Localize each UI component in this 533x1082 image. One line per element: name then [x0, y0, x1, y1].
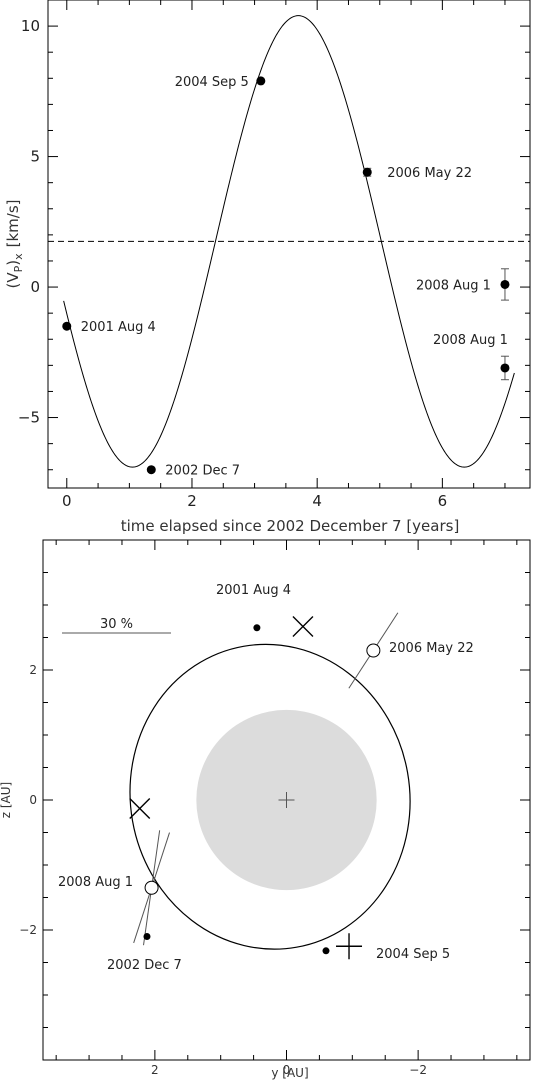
y-label-unit: [km/s] [4, 199, 22, 247]
observation-label: 2008 Aug 1 [58, 875, 133, 890]
x-tick-label: 6 [438, 492, 448, 510]
x-tick-label: 4 [312, 492, 322, 510]
star-center-plus [278, 792, 295, 808]
y-tick-label: 2 [29, 663, 37, 677]
data-point-label: 2001 Aug 4 [81, 320, 156, 335]
observation-label: 2001 Aug 4 [216, 583, 291, 598]
velocity-panel: 0 2 4 6 −5 0 5 10 2001 Aug 4 2002 Dec 7 2004 Sep … [4, 0, 531, 535]
x-tick-label: 2 [151, 1063, 159, 1077]
orbit-y-axis-label: z [AU] [0, 782, 13, 818]
y-tick-label: −5 [18, 409, 40, 427]
y-tick-label: 0 [29, 793, 37, 807]
y-tick-label: 10 [21, 17, 40, 35]
velocity-x-axis-label: time elapsed since 2002 December 7 [year… [121, 517, 460, 535]
cross-marker [129, 797, 151, 819]
observation-dot [322, 947, 330, 955]
data-point-label: 2008 Aug 1 [416, 278, 491, 293]
observation-dot [143, 933, 151, 940]
y-tick-label: 0 [30, 278, 40, 296]
open-circle [366, 643, 381, 658]
orbit-ellipse [129, 643, 411, 950]
data-point-label: 2004 Sep 5 [175, 75, 249, 90]
orbit-x-axis-label: y [AU] [271, 1066, 308, 1080]
y-label-sub-p: P [12, 265, 25, 272]
x-tick-label: −2 [409, 1063, 427, 1077]
data-point [256, 76, 266, 86]
data-point-label: 2002 Dec 7 [165, 464, 240, 479]
y-tick-label: 5 [30, 148, 40, 166]
observation-label: 2004 Sep 5 [376, 947, 450, 962]
velocity-ticks: 0 2 4 6 −5 0 5 10 [18, 0, 530, 510]
velocity-plot-frame [47, 0, 531, 489]
data-point [62, 321, 72, 331]
data-point-label: 2008 Aug 1 [433, 333, 508, 348]
open-circle [144, 880, 159, 895]
y-label-sub-x: x [12, 253, 25, 260]
velocity-y-axis-label: (VP)x [km/s] [4, 199, 25, 288]
orbit-ticks: 2 0 −2 −2 0 2 [19, 540, 530, 1077]
data-point [362, 167, 372, 177]
observation-dot [253, 624, 261, 632]
x-tick-label: 0 [283, 1063, 291, 1077]
data-point [500, 363, 510, 373]
observation-label: 2002 Dec 7 [107, 958, 182, 973]
orbit-markers: 2001 Aug 4 2002 Dec 7 2004 Sep 5 2006 May 2… [58, 583, 474, 973]
y-label-main: (V [4, 272, 22, 289]
cross-marker [292, 615, 314, 637]
x-tick-label: 2 [187, 492, 197, 510]
y-tick-label: −2 [19, 923, 37, 937]
y-label-mid: ) [4, 260, 22, 266]
observation-label: 2006 May 22 [389, 641, 474, 656]
data-point [146, 465, 156, 475]
scale-bar-label: 30 % [100, 617, 133, 632]
x-tick-label: 0 [62, 492, 72, 510]
data-point-label: 2006 May 22 [387, 166, 472, 181]
data-point [500, 279, 510, 289]
radial-velocity-curve [63, 15, 515, 468]
velocity-points: 2001 Aug 4 2002 Dec 7 2004 Sep 5 2006 May 2… [62, 75, 510, 479]
